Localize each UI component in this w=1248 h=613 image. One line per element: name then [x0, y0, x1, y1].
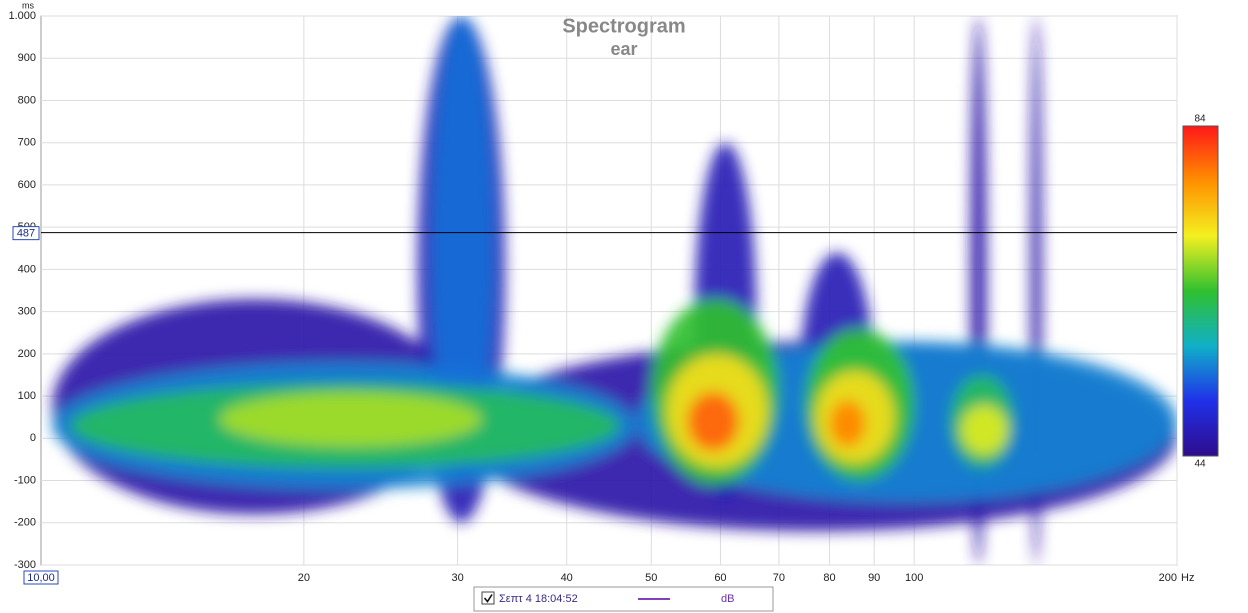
colorbar-min: 44 — [1194, 459, 1206, 470]
chart-title: Spectrogram — [562, 15, 685, 37]
y-tick-label: 1.000 — [8, 10, 36, 22]
check-mark — [483, 594, 493, 603]
x-tick-label: 80 — [823, 572, 835, 584]
spectrogram-cell — [431, 16, 494, 481]
y-tick-label: 0 — [30, 432, 36, 444]
spectrogram-cell — [219, 391, 483, 447]
colorbar-max: 84 — [1194, 114, 1206, 125]
spectrogram-cell — [687, 391, 739, 451]
y-tick-label: 900 — [18, 52, 36, 64]
x-tick-label: 60 — [714, 572, 726, 584]
y-tick-label: 200 — [18, 348, 36, 360]
axes: -300-200-1000100200300400500600700800900… — [8, 10, 1194, 584]
y-tick-label: -100 — [14, 474, 36, 486]
y-tick-label: 700 — [18, 137, 36, 149]
y-tick-label: 600 — [18, 179, 36, 191]
y-tick-label: 100 — [18, 390, 36, 402]
colorbar — [1182, 125, 1219, 457]
chart-subtitle: ear — [610, 39, 637, 59]
heatmap — [52, 16, 1177, 565]
y-readout: 487 — [17, 228, 35, 240]
x-tick-label: 40 — [561, 572, 573, 584]
x-tick-label: 70 — [773, 572, 785, 584]
y-readout-box — [12, 226, 40, 241]
spectrogram-cell — [829, 400, 866, 447]
spectrogram-cell — [960, 404, 1008, 456]
x-unit: Hz — [1181, 572, 1194, 584]
y-tick-label: 800 — [18, 94, 36, 106]
x-tick-label: 100 — [905, 572, 923, 584]
x-tick-label: 90 — [868, 572, 880, 584]
y-tick-label: -200 — [14, 517, 36, 529]
legend-box — [473, 586, 774, 612]
legend-unit: dB — [721, 593, 734, 605]
y-tick-label: 300 — [18, 306, 36, 318]
legend-label: Σεπτ 4 18:04:52 — [499, 593, 578, 605]
x-tick-label: 50 — [645, 572, 657, 584]
x-tick-label: 30 — [451, 572, 463, 584]
y-tick-label: -300 — [14, 559, 36, 571]
y-tick-label: 400 — [18, 263, 36, 275]
x-tick-label: 20 — [298, 572, 310, 584]
y-unit: ms — [22, 0, 34, 10]
x-readout: 10,00 — [27, 572, 55, 584]
x-readout-box — [23, 570, 59, 585]
legend: Σεπτ 4 18:04:52 dB — [473, 586, 774, 612]
x-tick-label: 200 — [1159, 572, 1177, 584]
